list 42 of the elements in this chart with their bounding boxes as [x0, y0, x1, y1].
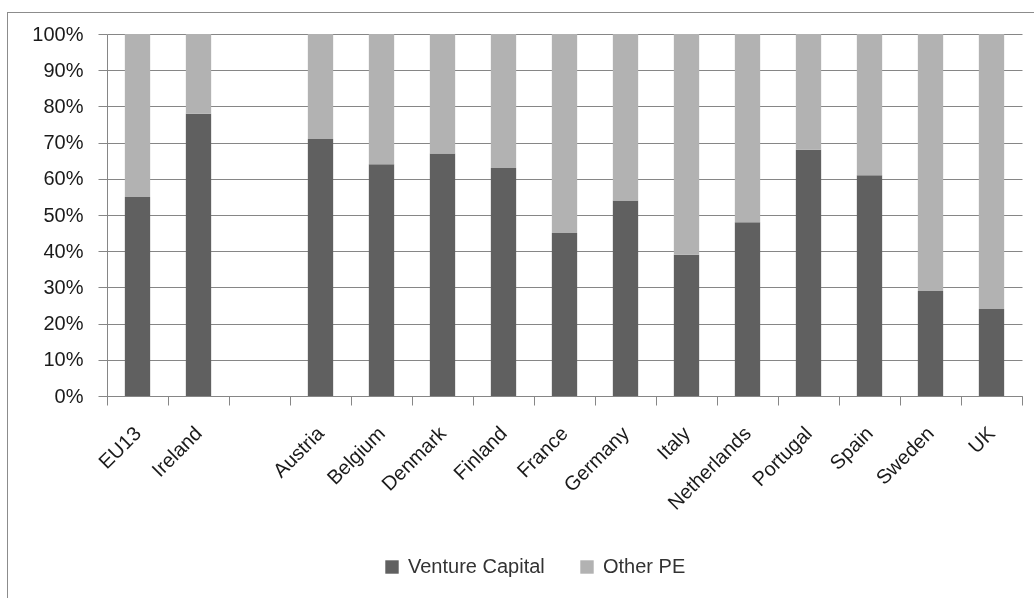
bar	[795, 149, 822, 396]
bar	[734, 34, 761, 223]
bar	[612, 34, 639, 201]
bar	[917, 291, 944, 396]
y-tick-label: 80%	[43, 94, 84, 117]
bar	[429, 34, 456, 154]
bar	[490, 167, 517, 396]
y-tick-label: 0%	[54, 384, 84, 407]
bar	[673, 254, 700, 396]
bar	[795, 34, 822, 150]
bar	[124, 196, 151, 396]
legend-label: Venture Capital	[408, 555, 545, 577]
y-tick-label: 40%	[43, 239, 84, 262]
bar	[917, 34, 944, 292]
y-tick-label: 10%	[43, 348, 84, 371]
bar	[490, 34, 517, 168]
bar	[307, 138, 334, 396]
y-tick-label: 90%	[43, 58, 84, 81]
bar	[612, 200, 639, 396]
bar	[307, 34, 334, 139]
bar	[124, 34, 151, 197]
bar	[856, 175, 883, 396]
bar	[978, 34, 1005, 310]
bar	[856, 34, 883, 176]
bar	[368, 164, 395, 396]
bar	[368, 34, 395, 165]
bar	[551, 233, 578, 396]
y-tick-label: 30%	[43, 275, 84, 298]
bar	[551, 34, 578, 234]
bar	[978, 309, 1005, 396]
y-tick-label: 100%	[32, 22, 84, 45]
y-tick-label: 20%	[43, 312, 84, 335]
bar	[185, 34, 212, 114]
x-tick-label: UK	[963, 421, 1000, 458]
bar	[185, 113, 212, 396]
bar	[734, 222, 761, 396]
y-tick-label: 70%	[43, 131, 84, 154]
bar	[429, 153, 456, 396]
bar	[673, 34, 700, 255]
legend-label: Other PE	[603, 555, 686, 577]
y-tick-label: 60%	[43, 167, 84, 190]
y-tick-label: 50%	[43, 203, 84, 226]
